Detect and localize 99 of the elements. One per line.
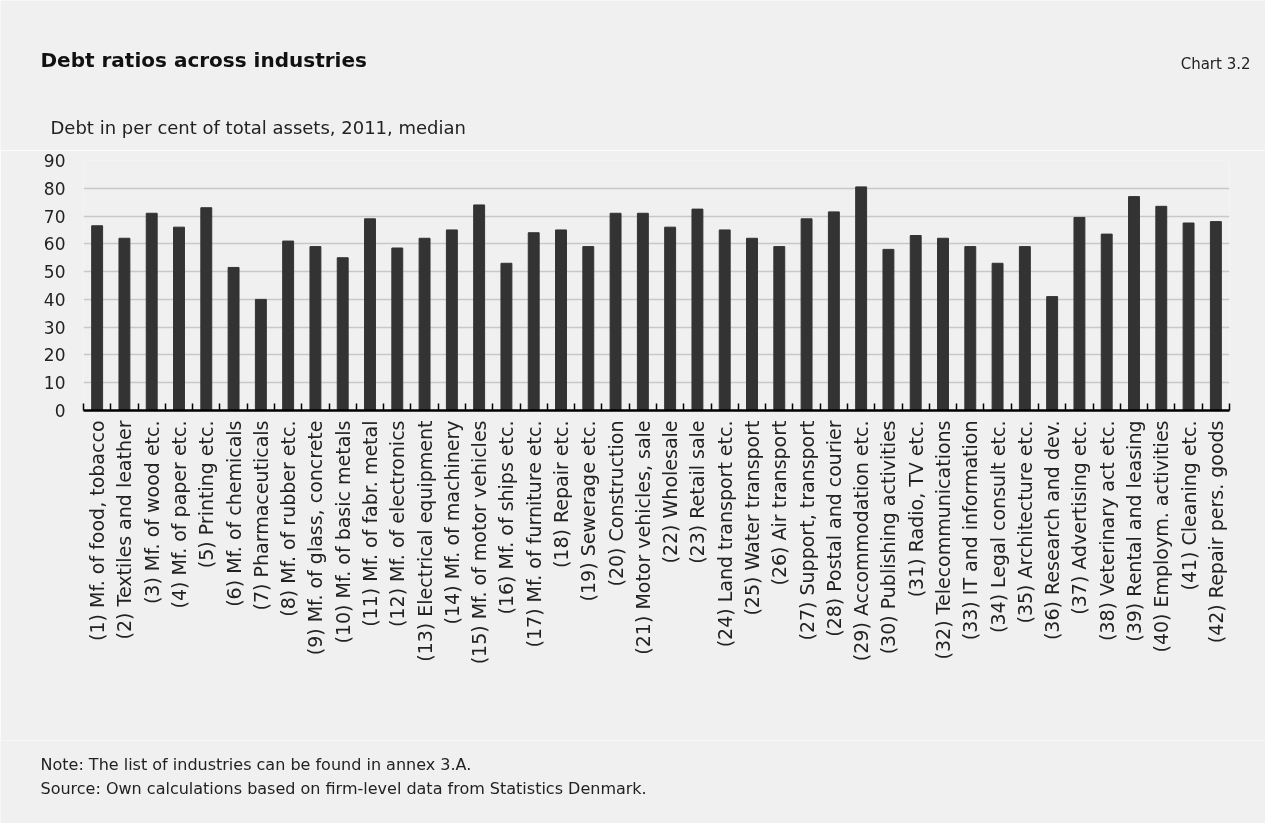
y-tick-label: 90 <box>43 151 66 171</box>
text: Note: The list of industries can be found in annex 3.A. <box>40 755 472 774</box>
bar <box>336 257 349 411</box>
x-tick-label: (39) Rental and leasing <box>1123 420 1145 642</box>
x-tick-label: (22) Wholesale <box>659 420 682 564</box>
bar <box>773 246 786 411</box>
bar <box>200 207 213 411</box>
y-tick-label: 40 <box>43 289 66 310</box>
x-tick-label: (13) Electrical equipment <box>413 420 436 662</box>
x-tick-label: (5) Printing etc. <box>195 420 218 569</box>
source-note: Source: Own calculations based on firm-level data from Statistics Denmark. <box>40 779 647 798</box>
x-tick-label: (6) Mf. of chemicals <box>222 420 245 607</box>
bar <box>964 246 977 411</box>
x-tick-label: (21) Motor vehicles, sale <box>631 420 654 655</box>
x-tick-label: (36) Research and dev. <box>1041 420 1064 641</box>
bar <box>391 247 404 411</box>
x-tick-label: (41) Cleaning etc. <box>1177 420 1200 591</box>
bar <box>364 218 376 411</box>
bar <box>800 218 813 411</box>
bar <box>445 229 458 411</box>
x-tick-label: (14) Mf. of machinery <box>440 420 463 625</box>
bar <box>1018 246 1031 411</box>
x-tick-label: (1) Mf. of food, tobacco <box>86 420 109 641</box>
bar <box>1155 205 1168 411</box>
x-tick-label: (42) Repair pers. goods <box>1204 420 1227 644</box>
x-tick-label: (35) Architecture etc. <box>1013 420 1036 624</box>
bar <box>609 212 622 411</box>
bar <box>473 204 486 411</box>
x-tick-label: (12) Mf. of electronics <box>386 420 409 627</box>
y-axis-title: Debt in per cent of total assets, 2011, median <box>50 117 466 138</box>
y-tick-label: 20 <box>43 345 66 366</box>
bar <box>118 237 131 411</box>
x-tick-label: (15) Mf. of motor vehicles <box>468 420 491 665</box>
x-tick-label: (4) Mf. of paper etc. <box>168 420 190 609</box>
bar <box>855 186 868 411</box>
x-tick-label: (20) Construction <box>604 420 627 587</box>
bar <box>555 229 567 411</box>
bar <box>254 298 267 411</box>
x-tick-label: (25) Water transport <box>741 420 763 616</box>
x-tick-label: (19) Sewerage etc. <box>577 420 600 602</box>
x-tick-label: (9) Mf. of glass, concrete <box>304 420 327 656</box>
bar <box>1182 222 1195 411</box>
x-tick-label: (7) Pharmaceuticals <box>249 420 272 611</box>
x-tick-label: (11) Mf. of fabr. metal <box>359 420 381 627</box>
chart-title: Debt ratios across industries <box>40 47 367 72</box>
x-tick-label: (8) Mf. of rubber etc. <box>277 420 300 617</box>
x-tick-label: (23) Retail sale <box>686 420 709 564</box>
x-tick-label: (24) Land transport etc. <box>713 420 736 648</box>
x-tick-label: (26) Air transport <box>768 420 791 586</box>
bar <box>636 212 649 411</box>
y-tick-label: 10 <box>43 373 66 394</box>
bar <box>145 212 158 411</box>
x-tick-label: (16) Mf. of ships etc. <box>495 420 518 615</box>
y-tick-label: 0 <box>54 401 66 421</box>
x-tick-label: (10) Mf. of basic metals <box>331 420 354 644</box>
x-tick-label: (29) Accommodation etc. <box>850 420 873 662</box>
y-tick-label: 50 <box>43 262 66 283</box>
x-tick-label: (32) Telecommunications <box>932 420 954 660</box>
bar <box>282 240 295 411</box>
bar <box>691 208 704 411</box>
bar <box>309 246 322 411</box>
x-tick-label: (3) Mf. of wood etc. <box>140 420 163 605</box>
x-tick-label: (37) Advertising etc. <box>1068 420 1091 615</box>
x-tick-label: (40) Employm. activities <box>1150 420 1173 653</box>
bar <box>227 266 240 411</box>
y-tick-label: 80 <box>43 178 66 199</box>
bar <box>746 237 758 411</box>
bar <box>173 226 185 411</box>
bar <box>991 262 1004 411</box>
bar <box>1209 221 1222 411</box>
x-tick-label: (28) Postal and courier <box>822 420 845 637</box>
x-tick-label: (18) Repair etc. <box>550 420 572 569</box>
bar <box>582 246 595 411</box>
x-tick-label: (33) IT and information <box>959 420 982 641</box>
bar <box>718 229 731 411</box>
bar <box>664 226 677 411</box>
y-tick-label: 70 <box>43 206 66 227</box>
caption: Chart 3.2 <box>1180 54 1251 73</box>
x-tick-label: (34) Legal consult etc. <box>986 420 1009 633</box>
x-tick-label: (31) Radio, TV etc. <box>904 420 927 598</box>
bar <box>527 232 540 411</box>
bar <box>1100 233 1113 411</box>
bar <box>1128 196 1140 411</box>
y-tick-label: 60 <box>43 234 66 255</box>
bar <box>882 248 895 411</box>
bar <box>91 225 104 411</box>
x-tick-label: (17) Mf. of furniture etc. <box>522 420 545 648</box>
x-tick-label: (27) Support, transport <box>795 420 818 641</box>
y-tick-label: 30 <box>43 317 66 338</box>
x-tick-label: (38) Veterinary act etc. <box>1095 420 1118 641</box>
bar <box>500 262 513 411</box>
x-tick-label: (2) Textiles and leather <box>113 420 136 640</box>
bar <box>418 237 431 411</box>
x-tick-label: (30) Publishing activities <box>877 420 900 655</box>
bar <box>1046 296 1059 411</box>
bar <box>827 211 840 411</box>
bar <box>909 235 922 411</box>
bar <box>1073 216 1086 411</box>
bar <box>937 237 949 411</box>
